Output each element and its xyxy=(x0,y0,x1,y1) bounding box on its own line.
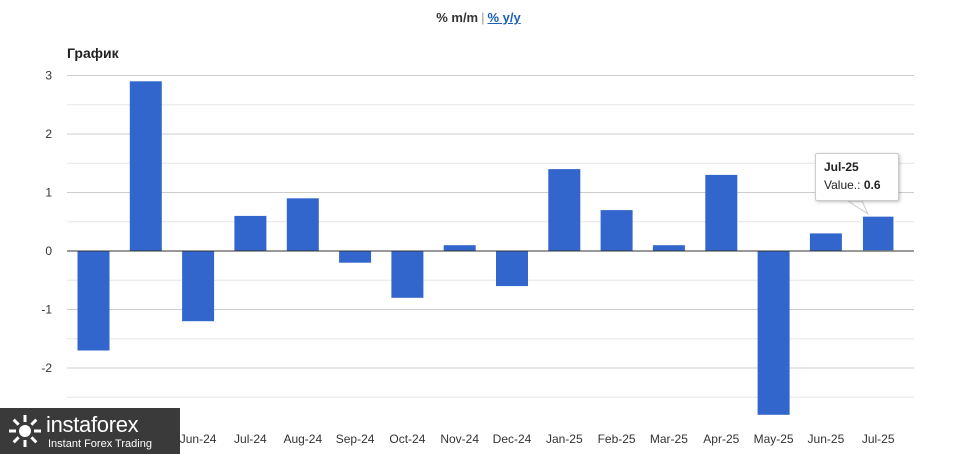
x-tick-label: Jan-25 xyxy=(546,432,583,446)
tooltip-row: Value.: 0.6 xyxy=(824,178,890,192)
tooltip-value-label: Value.: xyxy=(824,178,861,192)
tooltip-pointer xyxy=(846,200,870,216)
x-tick-label: Dec-24 xyxy=(493,432,532,446)
chart-heading: График xyxy=(67,45,119,61)
tooltip-title: Jul-25 xyxy=(824,160,859,174)
y-tick-label: -2 xyxy=(41,361,52,375)
y-tick-label: 0 xyxy=(45,244,52,258)
mm-mode-label[interactable]: % m/m xyxy=(436,10,479,25)
bar-nov-24[interactable] xyxy=(443,245,476,252)
x-tick-label: Jun-25 xyxy=(808,432,845,446)
bar-jun-24[interactable] xyxy=(182,251,215,322)
x-tick-label: Oct-24 xyxy=(389,432,425,446)
bar-oct-24[interactable] xyxy=(391,251,424,298)
x-tick-label: May-25 xyxy=(754,432,794,446)
bar-apr-25[interactable] xyxy=(705,174,738,251)
bar-sep-24[interactable] xyxy=(339,251,372,263)
bar-jul-24[interactable] xyxy=(234,215,267,251)
bar-jan-25[interactable] xyxy=(548,169,581,251)
x-tick-label: Sep-24 xyxy=(336,432,375,446)
bar-layer xyxy=(77,81,895,415)
y-tick-label: 1 xyxy=(45,186,52,200)
bar-jun-25[interactable] xyxy=(809,233,842,251)
bar-tooltip: Jul-25 Value.: 0.6 xyxy=(815,153,899,201)
bar-apr-24[interactable] xyxy=(77,251,110,351)
bar-may-25[interactable] xyxy=(757,251,790,415)
x-tick-label: Mar-25 xyxy=(650,432,688,446)
y-tick-label: -1 xyxy=(41,303,52,317)
logo-tagline: Instant Forex Trading xyxy=(48,438,152,450)
x-tick-label: Jul-25 xyxy=(862,432,895,446)
bar-dec-24[interactable] xyxy=(496,251,528,287)
x-tick-label: Jun-24 xyxy=(180,432,217,446)
x-tick-label: Jul-24 xyxy=(234,432,267,446)
axis-layer: 3 2 1 0 -1 -2 Jun-24 Jul-24 Aug-24 Sep-24 Oct-24 No… xyxy=(41,69,914,446)
logo-sun-icon xyxy=(9,415,41,447)
x-tick-label: Apr-25 xyxy=(703,432,739,446)
y-tick-label: 2 xyxy=(45,127,52,141)
tooltip-value: 0.6 xyxy=(863,178,881,192)
chart-mode-toggle: % m/m |% y/y xyxy=(0,10,957,25)
bar-may-24[interactable] xyxy=(129,81,162,251)
y-tick-label: 3 xyxy=(45,69,52,83)
logo-name: instaforex xyxy=(46,412,139,437)
bar-feb-25[interactable] xyxy=(600,210,633,251)
bar-mar-25[interactable] xyxy=(652,245,685,252)
x-tick-label: Feb-25 xyxy=(598,432,636,446)
yy-mode-link[interactable]: % y/y xyxy=(487,10,521,25)
bar-jul-25[interactable] xyxy=(861,215,895,252)
x-tick-label: Aug-24 xyxy=(283,432,322,446)
instaforex-logo: instaforex Instant Forex Trading xyxy=(0,408,180,454)
bar-aug-24[interactable] xyxy=(286,198,319,251)
mode-separator: | xyxy=(481,10,485,25)
x-tick-label: Nov-24 xyxy=(440,432,479,446)
